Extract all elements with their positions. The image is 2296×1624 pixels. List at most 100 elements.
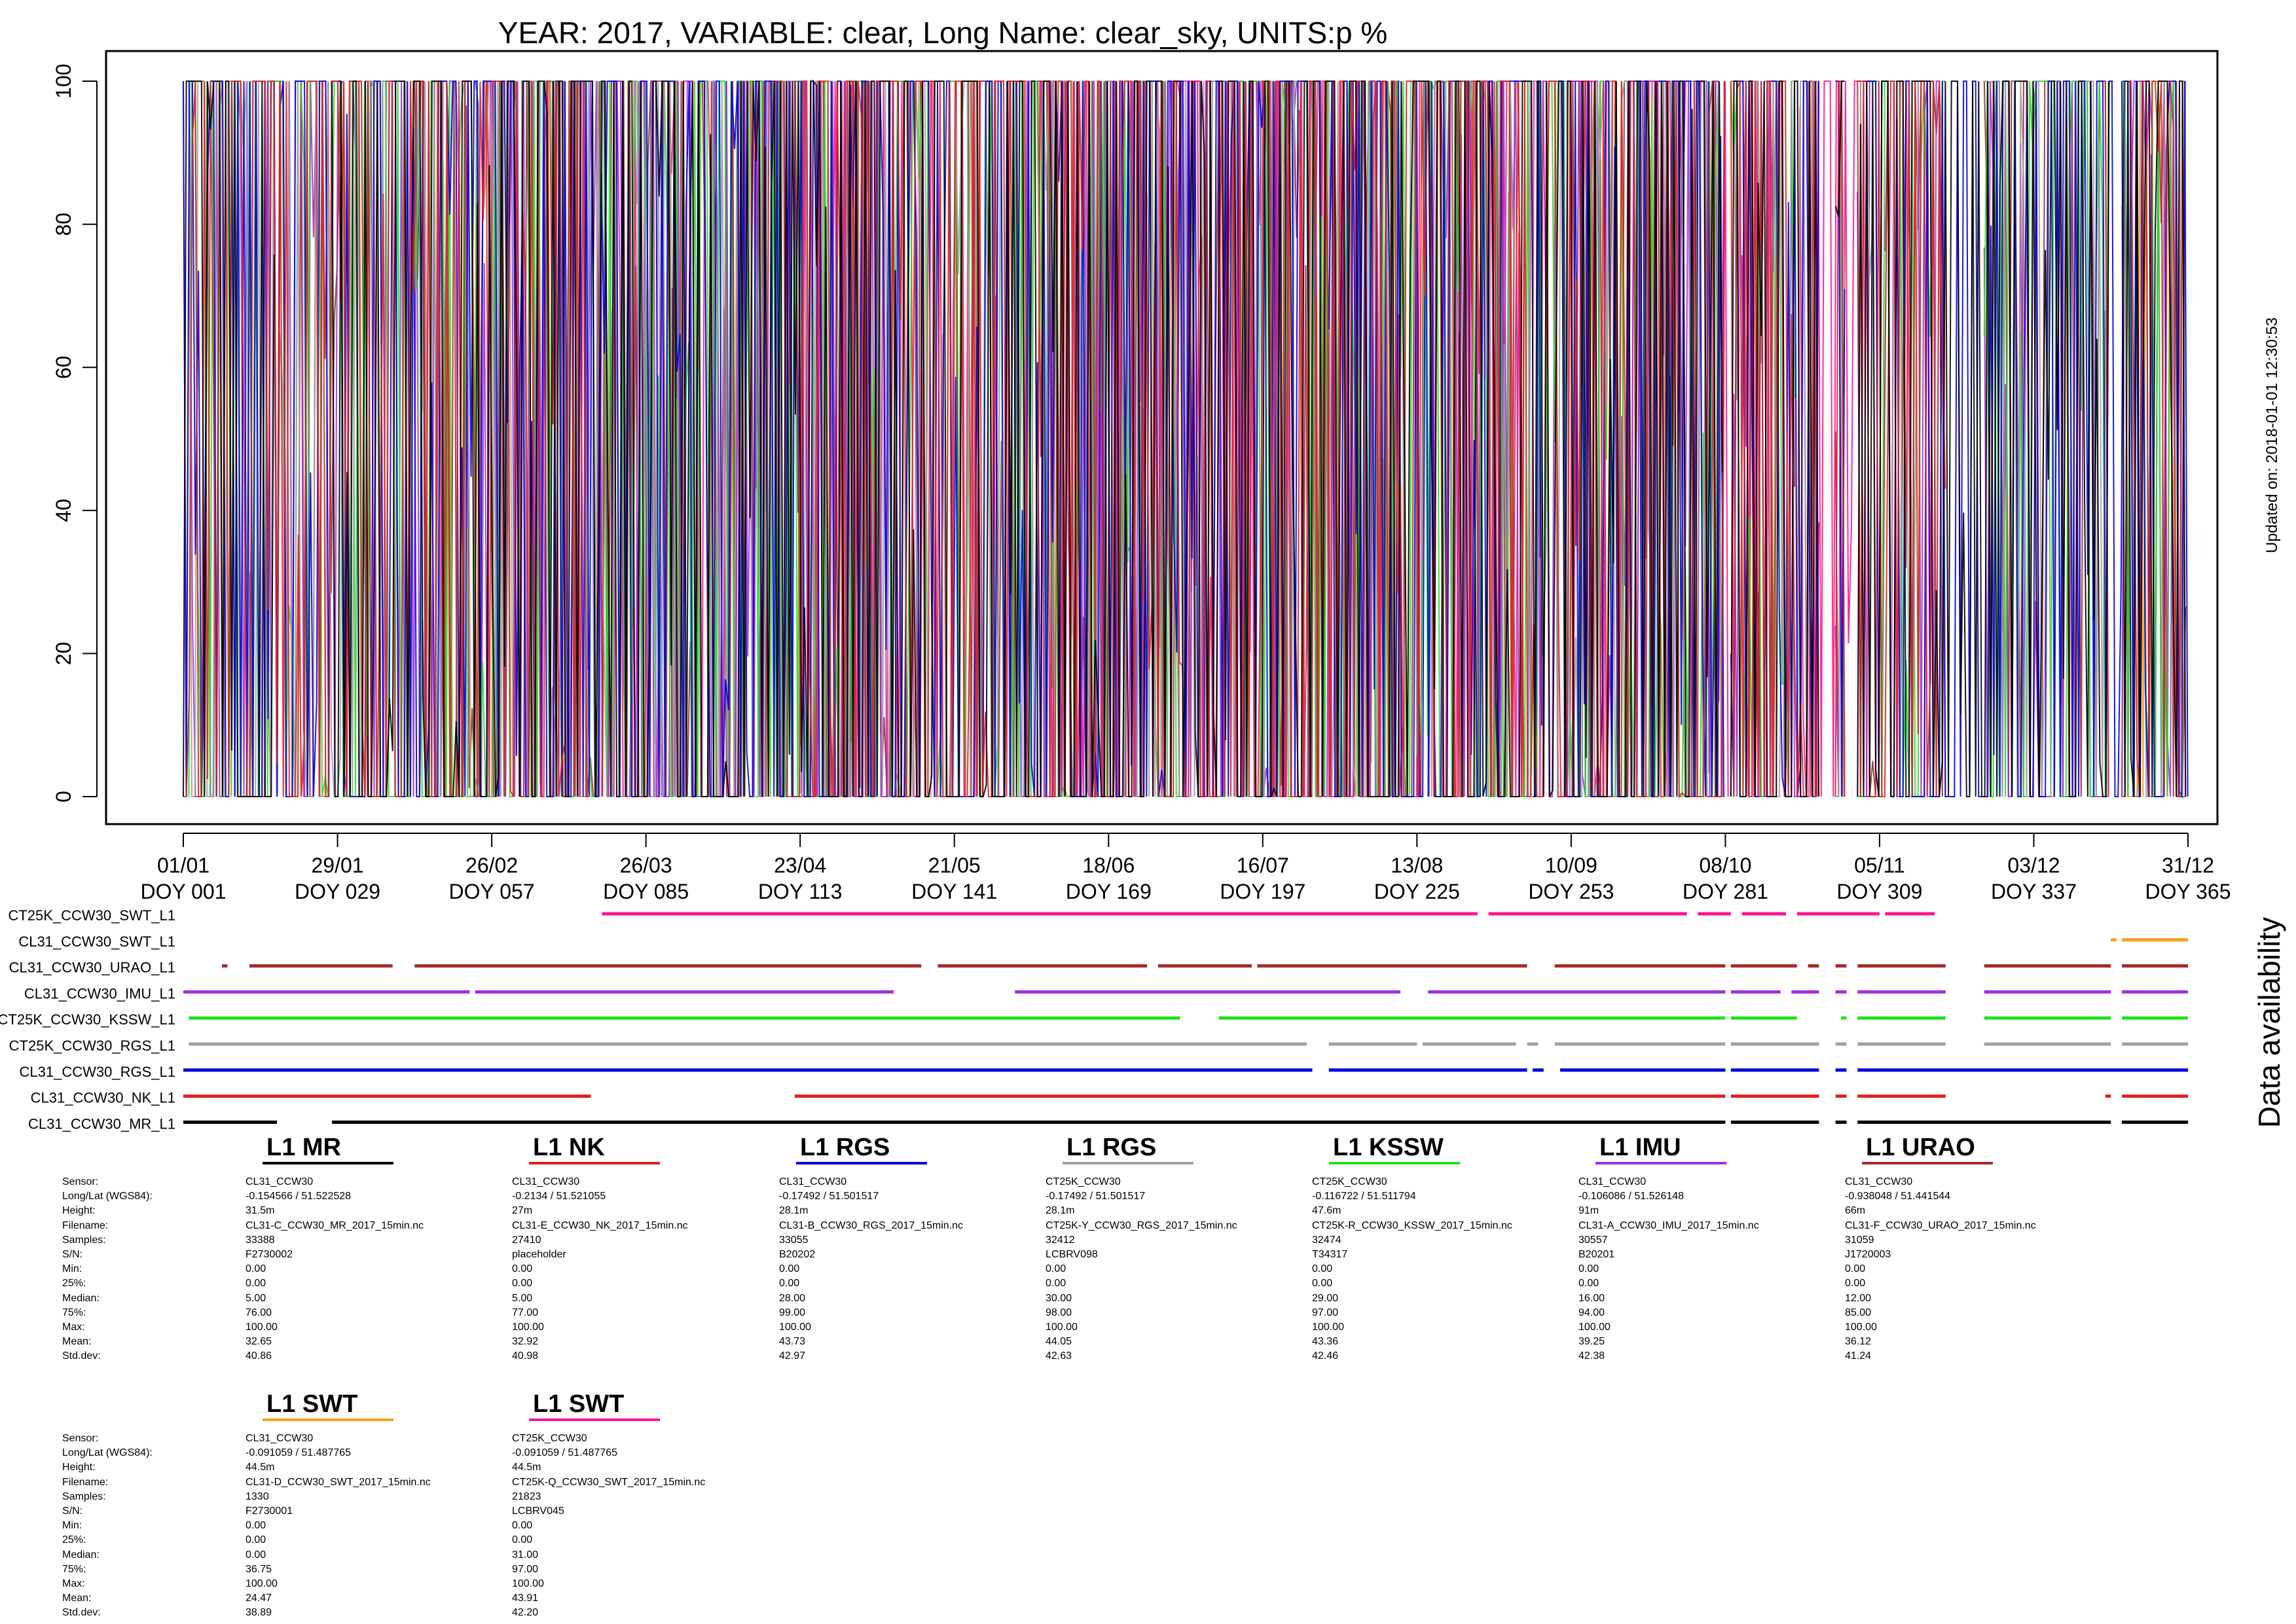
station-title: L1 RGS: [800, 1134, 890, 1161]
stat-value: 66m: [1845, 1205, 1866, 1217]
stat-label: Mean:: [62, 1593, 92, 1604]
stat-value: 0.00: [246, 1520, 266, 1532]
x-tick-date: 26/03: [620, 854, 672, 877]
stat-label: 75%:: [62, 1563, 86, 1575]
availability-row-label: CT25K_CCW30_KSSW_L1: [0, 1011, 175, 1028]
stat-value: 0.00: [1845, 1278, 1866, 1290]
stat-value: 0.00: [779, 1278, 800, 1290]
stat-value: CT25K_CCW30: [1046, 1176, 1121, 1187]
stat-label: S/N:: [62, 1506, 83, 1517]
stat-value: CL31_CCW30: [246, 1176, 314, 1187]
x-tick-date: 23/04: [774, 854, 826, 877]
stat-value: F2730001: [246, 1506, 293, 1517]
stat-value: -0.106086 / 51.526148: [1578, 1191, 1685, 1202]
stat-value: 100.00: [1578, 1322, 1611, 1333]
x-tick-doy: DOY 337: [1991, 880, 2077, 903]
x-tick-doy: DOY 029: [295, 880, 380, 903]
trace-cl31_ccw30_mr_l1: [183, 81, 2187, 797]
stat-value: 0.00: [512, 1534, 533, 1546]
stat-value: 44.05: [1046, 1336, 1072, 1348]
stat-value: 0.00: [1312, 1263, 1333, 1275]
stat-value: -0.091059 / 51.487765: [246, 1447, 352, 1459]
stat-value: 100.00: [779, 1322, 811, 1333]
stat-value: 44.5m: [512, 1462, 541, 1473]
stat-value: CT25K-R_CCW30_KSSW_2017_15min.nc: [1312, 1219, 1512, 1231]
station-color-line: [1329, 1162, 1460, 1164]
stat-value: CL31-A_CCW30_IMU_2017_15min.nc: [1578, 1219, 1759, 1231]
x-tick-date: 18/06: [1082, 854, 1135, 877]
x-tick-doy: DOY 169: [1066, 880, 1152, 903]
x-tick-doy: DOY 281: [1683, 880, 1768, 903]
station-title: L1 KSSW: [1333, 1134, 1444, 1161]
stat-value: 5.00: [246, 1292, 266, 1304]
y-tick-label: 100: [52, 63, 75, 98]
x-tick-date: 29/01: [311, 854, 363, 877]
stat-value: -0.091059 / 51.487765: [512, 1447, 618, 1459]
stat-label: Max:: [62, 1578, 85, 1589]
station-color-line: [263, 1418, 393, 1421]
stat-value: 30.00: [1046, 1292, 1072, 1304]
stat-value: 100.00: [1046, 1322, 1078, 1333]
x-tick-doy: DOY 197: [1220, 880, 1305, 903]
stat-value: 77.00: [512, 1307, 539, 1318]
stat-value: 29.00: [1312, 1292, 1339, 1304]
station-color-line: [1595, 1162, 1726, 1164]
stat-label: Long/Lat (WGS84):: [62, 1447, 153, 1459]
x-tick-date: 05/11: [1854, 854, 1905, 877]
stat-label: Sensor:: [62, 1433, 99, 1444]
stat-value: CL31-B_CCW30_RGS_2017_15min.nc: [779, 1219, 964, 1231]
stat-label: Sensor:: [62, 1176, 99, 1187]
stat-label: Filename:: [62, 1219, 109, 1231]
stat-value: -0.938048 / 51.441544: [1845, 1191, 1951, 1202]
y-tick-label: 60: [52, 355, 75, 379]
availability-row-label: CT25K_CCW30_RGS_L1: [9, 1038, 175, 1054]
stat-value: CL31_CCW30: [1578, 1176, 1647, 1187]
stat-value: CT25K_CCW30: [512, 1433, 587, 1444]
stat-value: 5.00: [512, 1292, 533, 1304]
stat-value: 42.46: [1312, 1350, 1339, 1362]
stat-label: Std.dev:: [62, 1350, 101, 1362]
stat-value: 40.98: [512, 1350, 539, 1362]
stat-value: CL31_CCW30: [779, 1176, 847, 1187]
stat-value: 47.6m: [1312, 1205, 1341, 1217]
stat-value: 38.89: [246, 1607, 272, 1619]
x-tick-date: 13/08: [1391, 854, 1443, 877]
stat-value: 31059: [1845, 1234, 1874, 1246]
stat-value: 0.00: [246, 1534, 266, 1546]
stat-value: 39.25: [1578, 1336, 1605, 1348]
stat-label: Max:: [62, 1322, 85, 1333]
stat-value: 97.00: [512, 1563, 539, 1575]
stat-value: 43.91: [512, 1593, 539, 1604]
stat-value: 43.36: [1312, 1336, 1339, 1348]
stat-label: Height:: [62, 1462, 96, 1473]
stat-value: 41.24: [1845, 1350, 1872, 1362]
stat-label: 75%:: [62, 1307, 86, 1318]
stat-value: 0.00: [1046, 1278, 1066, 1290]
stat-value: 12.00: [1845, 1292, 1872, 1304]
stat-value: 0.00: [246, 1263, 266, 1275]
x-axis: 01/01 DOY 001 29/01 DOY 029 26/02 DOY 057 26/0…: [140, 833, 2231, 903]
stat-value: 1330: [246, 1490, 269, 1502]
x-tick-doy: DOY 253: [1528, 880, 1614, 903]
station-color-line: [1862, 1162, 1993, 1164]
stat-value: 40.86: [246, 1350, 272, 1362]
x-tick-date: 03/12: [2007, 854, 2060, 877]
stat-value: 0.00: [246, 1278, 266, 1290]
availability-row-label: CL31_CCW30_SWT_L1: [18, 933, 175, 950]
stat-value: 100.00: [512, 1578, 544, 1589]
stat-value: -0.116722 / 51.511794: [1312, 1191, 1416, 1202]
station-color-line: [1063, 1162, 1194, 1164]
availability-row-label: CL31_CCW30_URAO_L1: [9, 960, 175, 976]
stat-value: 30557: [1578, 1234, 1608, 1246]
x-tick-doy: DOY 001: [140, 880, 226, 903]
stat-value: LCBRV098: [1046, 1249, 1098, 1260]
availability-row-label: CL31_CCW30_IMU_L1: [24, 985, 175, 1001]
stat-label: S/N:: [62, 1249, 83, 1260]
stat-value: 27410: [512, 1234, 541, 1246]
stat-value: LCBRV045: [512, 1506, 564, 1517]
y-tick-label: 40: [52, 499, 75, 522]
stat-label: Mean:: [62, 1336, 92, 1348]
stat-value: 0.00: [1312, 1278, 1333, 1290]
stat-value: CL31-D_CCW30_SWT_2017_15min.nc: [246, 1476, 431, 1488]
stat-value: 85.00: [1845, 1307, 1872, 1318]
